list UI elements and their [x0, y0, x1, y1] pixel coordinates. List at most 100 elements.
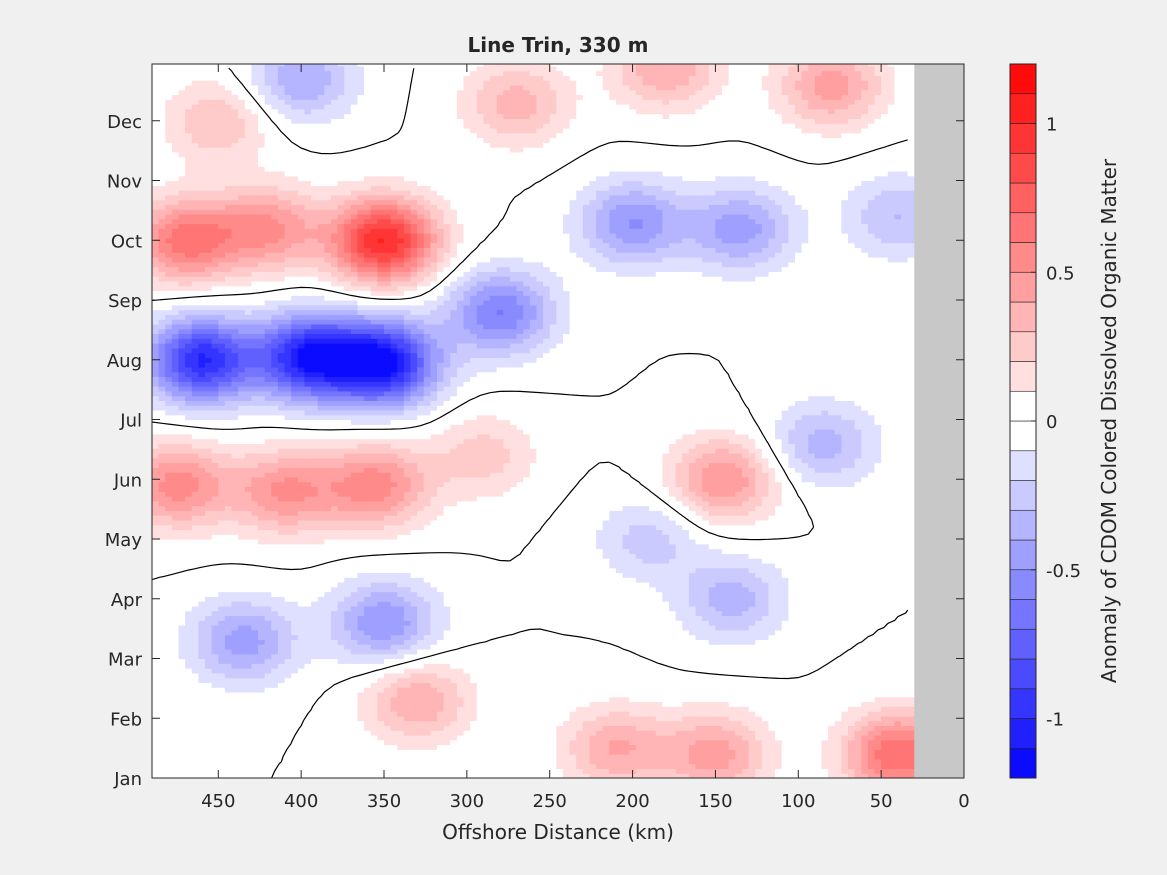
field-cell — [211, 166, 219, 172]
field-cell — [304, 758, 312, 765]
field-cell — [218, 376, 226, 382]
field-cell — [311, 687, 319, 693]
field-cell — [364, 142, 372, 148]
field-cell — [284, 601, 292, 607]
field-cell — [238, 104, 246, 110]
field-cell — [205, 763, 213, 770]
field-cell — [218, 687, 226, 693]
field-cell — [238, 653, 246, 660]
field-cell — [297, 610, 306, 617]
field-cell — [178, 572, 186, 578]
field-cell — [238, 400, 246, 406]
field-cell — [350, 672, 359, 679]
field-cell — [178, 711, 186, 717]
field-cell — [244, 419, 253, 425]
field-cell — [277, 577, 286, 583]
field-cell — [178, 768, 186, 774]
field-cell — [271, 543, 279, 550]
field-cell — [152, 94, 160, 100]
field-cell — [317, 395, 325, 401]
field-cell — [304, 754, 312, 760]
field-cell — [152, 266, 160, 272]
field-cell — [244, 505, 253, 511]
field-cell — [357, 730, 365, 736]
field-cell — [264, 739, 272, 746]
field-cell — [357, 247, 365, 253]
field-cell — [165, 467, 173, 473]
field-cell — [350, 610, 359, 617]
field-cell — [218, 166, 226, 172]
field-cell — [165, 567, 173, 574]
field-cell — [258, 127, 266, 134]
field-cell — [198, 758, 206, 765]
field-cell — [357, 156, 365, 162]
field-cell — [224, 213, 233, 220]
field-cell — [178, 300, 186, 306]
field-cell — [317, 75, 325, 81]
field-cell — [297, 558, 306, 564]
field-cell — [284, 658, 292, 664]
field-cell — [311, 213, 319, 220]
field-cell — [264, 634, 272, 640]
field-cell — [244, 366, 253, 373]
field-cell — [211, 400, 219, 406]
field-cell — [324, 314, 332, 320]
field-cell — [350, 70, 359, 76]
field-cell — [291, 429, 299, 435]
field-cell — [297, 123, 306, 129]
field-cell — [258, 104, 266, 110]
field-cell — [330, 505, 339, 511]
field-cell — [165, 486, 173, 492]
field-cell — [297, 543, 306, 550]
field-cell — [178, 185, 186, 191]
field-cell — [291, 142, 299, 148]
field-cell — [264, 429, 272, 435]
field-cell — [231, 362, 239, 368]
field-cell — [258, 194, 266, 201]
field-cell — [357, 290, 365, 296]
field-cell — [205, 505, 213, 511]
field-cell — [291, 577, 299, 583]
field-cell — [211, 720, 219, 727]
field-cell — [191, 309, 199, 315]
field-cell — [324, 395, 332, 401]
field-cell — [178, 64, 186, 67]
field-cell — [152, 343, 160, 349]
field-cell — [357, 486, 365, 492]
field-cell — [311, 625, 319, 631]
field-cell — [330, 730, 339, 736]
field-cell — [317, 558, 325, 564]
field-cell — [244, 285, 253, 292]
field-cell — [311, 80, 319, 86]
field-cell — [152, 242, 160, 249]
field-cell — [178, 639, 186, 645]
field-cell — [231, 534, 239, 540]
field-cell — [205, 290, 213, 296]
field-cell — [158, 768, 166, 774]
field-cell — [284, 409, 292, 416]
field-cell — [264, 472, 272, 478]
field-cell — [330, 99, 339, 105]
field-cell — [317, 639, 325, 645]
field-cell — [205, 343, 213, 349]
field-cell — [357, 175, 365, 182]
field-cell — [165, 596, 173, 602]
field-cell — [244, 323, 253, 330]
field-cell — [158, 333, 166, 339]
field-cell — [231, 371, 239, 378]
field-cell — [238, 658, 246, 664]
field-cell — [198, 495, 206, 502]
field-cell — [357, 601, 365, 607]
field-cell — [291, 433, 299, 440]
field-cell — [224, 233, 233, 239]
field-cell — [231, 500, 239, 507]
field-cell — [152, 433, 160, 440]
field-cell — [251, 156, 259, 162]
field-cell — [198, 199, 206, 206]
field-cell — [364, 166, 372, 172]
field-cell — [251, 419, 259, 425]
field-cell — [251, 763, 259, 770]
field-cell — [357, 357, 365, 363]
field-cell — [191, 725, 199, 731]
field-cell — [238, 677, 246, 683]
